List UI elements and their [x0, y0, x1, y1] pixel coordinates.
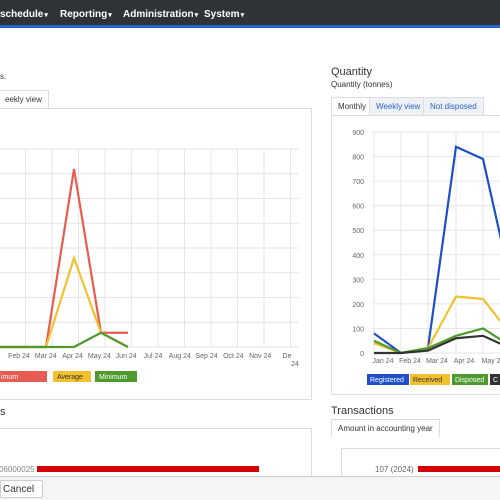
caret-down-icon: ▾: [240, 12, 245, 19]
legend-swatch: [53, 371, 91, 382]
caret-down-icon: ▾: [44, 12, 48, 19]
left-bottom-title: s: [0, 406, 6, 418]
quantity-chart-panel: 900 800 700 600 500 400 300 200 100 0 Jan 24 Feb 24…: [331, 115, 500, 395]
x-tick-label: Mar 24: [35, 353, 57, 360]
x-tick-label: Jun 24: [116, 353, 137, 360]
bottom-action-bar: Cancel: [0, 476, 500, 500]
legend-label-2: Minimum: [99, 374, 128, 381]
y-tick-label: 300: [352, 277, 364, 284]
legend-label-2: Disposed: [455, 377, 484, 384]
transactions-title: Transactions: [331, 405, 394, 417]
quantity-line-chart: 900 800 700 600 500 400 300 200 100 0 Jan 24 Feb 24…: [352, 130, 500, 385]
nav-schedule[interactable]: schedule▾: [0, 9, 48, 20]
dashboard-content: s. eekly view Feb 24 Mar 24 Apr 24 May 24 Ju…: [0, 28, 500, 478]
legend-label-1: Average: [57, 374, 83, 381]
legend-swatch: [0, 371, 47, 382]
legend-label-0: Registered: [370, 377, 404, 384]
nav-administration[interactable]: Administration▾: [123, 9, 199, 20]
legend-swatch: [452, 374, 488, 385]
left-bar: [37, 466, 259, 472]
legend-swatch: [367, 374, 409, 385]
series-line-maximum: [0, 168, 128, 349]
x-tick-label: Oct 24: [223, 353, 244, 360]
transactions-bar: [418, 466, 500, 472]
tab-not-disposed[interactable]: Not disposed: [423, 97, 484, 115]
left-bottom-panel: 06000025: [0, 428, 312, 478]
top-navigation: schedule▾ Reporting▾ Administration▾ Sys…: [0, 0, 500, 28]
transactions-bar-label: 107 (2024): [375, 465, 414, 474]
legend-label-1: Received: [413, 377, 442, 384]
x-tick-label: 24: [291, 361, 299, 368]
tab-amount-accounting-year[interactable]: Amount in accounting year: [331, 419, 440, 437]
y-tick-label: 100: [352, 326, 364, 333]
legend-swatch: [490, 374, 500, 385]
y-tick-label: 0: [360, 351, 364, 358]
x-tick-label: Feb 24: [399, 358, 421, 365]
y-tick-label: 400: [352, 253, 364, 260]
left-bar-label: 06000025: [0, 465, 35, 474]
y-tick-label: 600: [352, 204, 364, 211]
x-tick-label: Nov 24: [249, 353, 271, 360]
x-tick-label: Sep 24: [196, 353, 218, 360]
legend-label-3: C: [493, 377, 498, 384]
y-tick-label: 800: [352, 155, 364, 162]
x-tick-label: Apr 24: [454, 358, 475, 365]
x-tick-label: Jul 24: [144, 353, 163, 360]
legend-swatch: [410, 374, 450, 385]
nav-system[interactable]: System▾: [204, 9, 245, 20]
legend-label-0: imum: [1, 374, 18, 381]
tab-monthly[interactable]: Monthly: [331, 97, 374, 115]
tab-weekly-view-left[interactable]: eekly view: [0, 90, 49, 108]
x-tick-label: Apr 24: [62, 353, 83, 360]
nav-reporting[interactable]: Reporting▾: [60, 9, 112, 20]
left-line-chart: Feb 24 Mar 24 Apr 24 May 24 Jun 24 Jul 24 Aug …: [0, 148, 299, 382]
quantity-title: Quantity: [331, 66, 372, 78]
y-tick-label: 200: [352, 302, 364, 309]
series-line-registered: [373, 145, 500, 355]
series-line-c: [374, 334, 500, 355]
x-tick-label: Feb 24: [8, 353, 30, 360]
x-tick-label: De: [283, 353, 292, 360]
x-tick-label: Jan 24: [372, 358, 393, 365]
caret-down-icon: ▾: [194, 12, 199, 19]
left-chart-panel: Feb 24 Mar 24 Apr 24 May 24 Jun 24 Jul 24 Aug …: [0, 108, 312, 400]
tab-weekly-view[interactable]: Weekly view: [369, 97, 428, 115]
x-tick-label: May 2: [481, 358, 500, 365]
left-subtitle: s.: [0, 72, 7, 81]
x-tick-label: May 24: [88, 353, 111, 360]
caret-down-icon: ▾: [108, 12, 112, 19]
series-line-minimum: [0, 331, 129, 349]
series-line-disposed: [373, 327, 500, 355]
y-tick-label: 700: [352, 179, 364, 186]
y-tick-label: 500: [352, 228, 364, 235]
cancel-button[interactable]: Cancel: [0, 480, 44, 498]
quantity-subtitle: Quantity (tonnes): [331, 80, 393, 89]
legend-swatch: [95, 371, 137, 382]
x-tick-label: Aug 24: [169, 353, 191, 360]
x-tick-label: Mar 24: [426, 358, 448, 365]
transactions-panel: 107 (2024): [341, 448, 500, 478]
y-tick-label: 900: [352, 130, 364, 137]
